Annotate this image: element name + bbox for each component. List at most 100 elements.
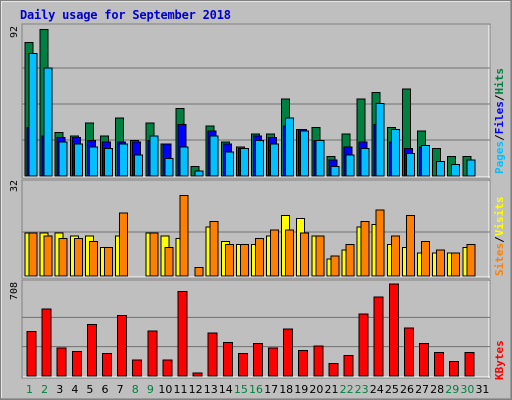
bar-kbytes bbox=[207, 332, 218, 377]
bar-kbytes bbox=[252, 342, 263, 377]
x-tick-label: 5 bbox=[86, 383, 93, 396]
x-tick-label: 2 bbox=[41, 383, 48, 396]
x-tick-label: 1 bbox=[26, 383, 33, 396]
bar-kbytes bbox=[117, 314, 128, 377]
bar-sites bbox=[300, 232, 310, 277]
bar-sites bbox=[330, 255, 340, 277]
bar-kbytes bbox=[464, 351, 475, 377]
bar-kbytes bbox=[328, 363, 339, 377]
bar-kbytes bbox=[41, 308, 52, 377]
bar-pages bbox=[451, 164, 461, 177]
bar-sites bbox=[270, 229, 280, 277]
x-tick-label: 12 bbox=[189, 383, 203, 396]
legend-kbytes: KBytes bbox=[493, 340, 506, 380]
hits-ymax-label: 92 bbox=[9, 26, 20, 39]
visits-ymax-label: 32 bbox=[9, 180, 20, 193]
bar-kbytes bbox=[283, 328, 294, 377]
bar-sites bbox=[58, 238, 68, 277]
bar-kbytes bbox=[56, 347, 67, 377]
bar-sites bbox=[164, 246, 174, 277]
bar-pages bbox=[103, 148, 113, 177]
bar-pages bbox=[436, 161, 446, 177]
bar-kbytes bbox=[71, 351, 82, 377]
bar-sites bbox=[194, 266, 204, 277]
bar-kbytes bbox=[177, 290, 188, 377]
bar-kbytes bbox=[147, 330, 158, 377]
bar-pages bbox=[73, 143, 83, 177]
x-tick-label: 9 bbox=[147, 383, 154, 396]
bar-sites bbox=[149, 232, 159, 277]
bar-sites bbox=[43, 235, 53, 277]
bar-sites bbox=[405, 215, 415, 277]
bar-pages bbox=[88, 146, 98, 177]
legend-sep: / bbox=[493, 134, 506, 141]
x-tick-label: 8 bbox=[132, 383, 139, 396]
bar-kbytes bbox=[268, 347, 279, 377]
bar-sites bbox=[103, 246, 113, 277]
bar-pages bbox=[119, 143, 129, 177]
bar-sites bbox=[345, 243, 355, 277]
x-tick-label: 16 bbox=[249, 383, 263, 396]
bar-pages bbox=[149, 135, 159, 177]
bar-kbytes bbox=[343, 354, 354, 377]
bar-pages bbox=[164, 157, 174, 177]
bar-sites bbox=[224, 243, 234, 277]
bar-kbytes bbox=[237, 352, 248, 377]
legend-hits: Hits bbox=[493, 68, 506, 95]
legend-files: Files bbox=[493, 101, 506, 135]
x-tick-label: 14 bbox=[219, 383, 233, 396]
bar-sites bbox=[421, 241, 431, 277]
x-tick-label: 10 bbox=[158, 383, 172, 396]
visits-legend: Sites/Visits bbox=[493, 196, 506, 277]
bar-kbytes bbox=[388, 283, 399, 377]
bar-sites bbox=[254, 238, 264, 277]
bar-pages bbox=[224, 151, 234, 177]
x-tick-label: 22 bbox=[340, 383, 354, 396]
bar-kbytes bbox=[192, 372, 203, 377]
bar-kbytes bbox=[358, 313, 369, 377]
bar-sites bbox=[209, 220, 219, 277]
hits-legend: Pages/Files/Hits bbox=[493, 24, 506, 174]
kbytes-legend: KBytes bbox=[493, 335, 506, 380]
x-tick-label: 7 bbox=[117, 383, 124, 396]
bar-sites bbox=[315, 235, 325, 277]
bar-kbytes bbox=[101, 353, 112, 377]
x-tick-label: 31 bbox=[475, 383, 489, 396]
bar-pages bbox=[421, 144, 431, 177]
x-tick-label: 24 bbox=[370, 383, 384, 396]
bar-pages bbox=[345, 154, 355, 177]
x-tick-label: 13 bbox=[204, 383, 218, 396]
bar-kbytes bbox=[162, 359, 173, 377]
x-tick-label: 27 bbox=[415, 383, 429, 396]
x-tick-label: 19 bbox=[294, 383, 308, 396]
x-tick-label: 25 bbox=[385, 383, 399, 396]
bar-kbytes bbox=[419, 343, 430, 377]
x-tick-label: 28 bbox=[430, 383, 444, 396]
kbytes-ymax-label: 708 bbox=[9, 282, 20, 301]
bar-pages bbox=[330, 165, 340, 177]
bar-sites bbox=[119, 212, 129, 277]
bar-sites bbox=[360, 220, 370, 277]
x-tick-label: 15 bbox=[234, 383, 248, 396]
bar-kbytes bbox=[313, 345, 324, 377]
x-tick-label: 11 bbox=[174, 383, 188, 396]
bar-sites bbox=[451, 252, 461, 277]
x-tick-label: 4 bbox=[71, 383, 78, 396]
x-tick-label: 3 bbox=[56, 383, 63, 396]
bar-sites bbox=[28, 232, 38, 277]
bar-kbytes bbox=[373, 296, 384, 377]
legend-pages: Pages bbox=[493, 140, 506, 174]
bar-sites bbox=[375, 209, 385, 277]
bar-kbytes bbox=[434, 352, 445, 377]
bar-pages bbox=[285, 117, 295, 177]
bar-pages bbox=[58, 141, 68, 177]
bar-kbytes bbox=[403, 327, 414, 377]
bar-sites bbox=[73, 238, 83, 277]
x-tick-label: 26 bbox=[400, 383, 414, 396]
x-tick-label: 30 bbox=[460, 383, 474, 396]
bar-kbytes bbox=[298, 349, 309, 377]
bar-sites bbox=[466, 243, 476, 277]
bar-sites bbox=[88, 241, 98, 277]
bar-kbytes bbox=[222, 341, 233, 377]
